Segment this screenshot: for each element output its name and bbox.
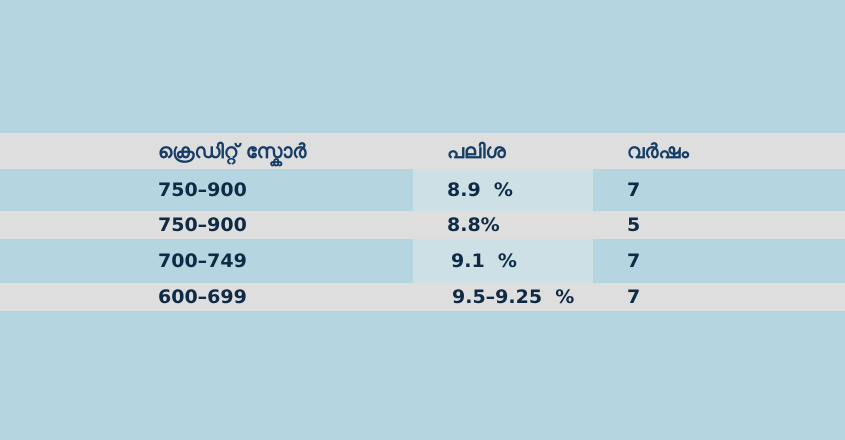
cell: 750–900 (158, 214, 247, 236)
table-row: 750–900 8.9 % 7 (0, 169, 845, 211)
table-row: 750–900 8.8% 5 (0, 211, 845, 239)
table-row: 600–699 9.5–9.25 % 7 (0, 283, 845, 311)
cell: 9.1 % (451, 250, 517, 272)
cell: 600–699 (158, 286, 247, 308)
cell: 8.9 % (447, 179, 513, 201)
header-row: ക്രെഡിറ്റ് സ്കോർ പലിശ വർഷം (0, 133, 845, 169)
table-row: 700–749 9.1 % 7 (0, 239, 845, 283)
header-cell: പലിശ (447, 139, 506, 163)
cell: 9.5–9.25 % (452, 286, 575, 308)
header-cell: ക്രെഡിറ്റ് സ്കോർ (158, 139, 307, 163)
header-cell: വർഷം (627, 139, 689, 163)
highlight-cell (413, 169, 593, 211)
highlight-cell (413, 239, 593, 283)
cell: 7 (627, 179, 641, 201)
cell: 7 (627, 250, 641, 272)
cell: 7 (627, 286, 641, 308)
cell: 5 (627, 214, 641, 236)
cell: 750–900 (158, 179, 247, 201)
cell: 8.8% (447, 214, 500, 236)
cell: 700–749 (158, 250, 247, 272)
